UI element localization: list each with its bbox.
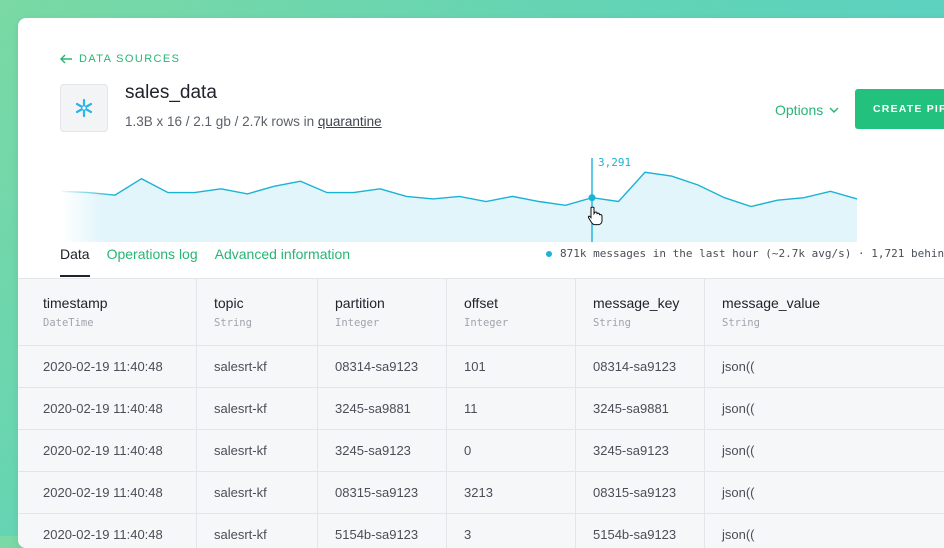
tab-data[interactable]: Data — [60, 246, 90, 277]
tab-operations-log[interactable]: Operations log — [106, 246, 198, 262]
chart-point-highlight[interactable] — [588, 194, 596, 202]
chart-area — [62, 172, 857, 242]
data-source-title: sales_data — [125, 82, 217, 103]
column-name: offset — [464, 295, 498, 311]
table-cell: 2020-02-19 11:40:48 — [18, 430, 197, 471]
table-cell: json(( — [722, 443, 755, 458]
column-type: Integer — [335, 317, 380, 329]
table-cell: salesrt-kf — [197, 430, 318, 471]
table-header-row: timestamp DateTime topic String partition I… — [18, 279, 944, 346]
table-cell: 3245-sa9123 — [318, 430, 447, 471]
table-cell: json(( — [722, 485, 755, 500]
table-cell: 5154b-sa9123 — [576, 514, 705, 548]
stats-text: 1.3B x 16 / 2.1 gb / 2.7k rows in — [125, 114, 318, 129]
table-cell: 08315-sa9123 — [576, 472, 705, 513]
table-cell: 3245-sa9123 — [576, 430, 705, 471]
column-header[interactable]: offset Integer — [447, 279, 576, 345]
live-status-icon — [546, 250, 552, 257]
back-label: DATA SOURCES — [79, 53, 181, 65]
table-cell: 3213 — [447, 472, 576, 513]
column-type: String — [722, 317, 760, 329]
table-row[interactable]: 2020-02-19 11:40:48 salesrt-kf 3245-sa9881… — [18, 388, 944, 430]
options-label: Options — [775, 102, 824, 118]
table-cell: 5154b-sa9123 — [318, 514, 447, 548]
column-header[interactable]: topic String — [197, 279, 318, 345]
table-cell: 2020-02-19 11:40:48 — [18, 472, 197, 513]
snowflake-icon — [75, 98, 93, 118]
table-cell: 2020-02-19 11:40:48 — [18, 514, 197, 548]
column-type: String — [593, 317, 631, 329]
create-pipe-button[interactable]: CREATE PIPE — [855, 89, 944, 129]
table-cell: salesrt-kf — [197, 514, 318, 548]
table-row[interactable]: 2020-02-19 11:40:48 salesrt-kf 08315-sa912… — [18, 472, 944, 514]
chart-series-line — [62, 171, 858, 208]
hand-cursor-icon — [587, 206, 603, 226]
tab-advanced-information[interactable]: Advanced information — [214, 246, 351, 262]
column-type: Integer — [464, 317, 509, 329]
table-cell: json(( — [722, 401, 755, 416]
table-cell: 3 — [447, 514, 576, 548]
table-cell: 0 — [447, 430, 576, 471]
column-name: message_value — [722, 295, 821, 311]
table-cell: 08314-sa9123 — [576, 346, 705, 387]
chevron-down-icon — [829, 107, 839, 113]
table-cell: salesrt-kf — [197, 472, 318, 513]
arrow-left-icon — [60, 54, 72, 64]
column-name: partition — [335, 295, 385, 311]
table-cell: 11 — [447, 388, 576, 429]
column-type: DateTime — [43, 317, 94, 329]
column-header[interactable]: message_key String — [576, 279, 705, 345]
table-cell: salesrt-kf — [197, 388, 318, 429]
table-cell: 2020-02-19 11:40:48 — [18, 388, 197, 429]
table-cell: 101 — [447, 346, 576, 387]
snowflake-logo — [60, 84, 108, 132]
back-to-data-sources-link[interactable]: DATA SOURCES — [60, 53, 180, 65]
table-row[interactable]: 2020-02-19 11:40:48 salesrt-kf 5154b-sa912… — [18, 514, 944, 548]
table-body: 2020-02-19 11:40:48 salesrt-kf 08314-sa912… — [18, 346, 944, 548]
table-cell: 08314-sa9123 — [318, 346, 447, 387]
column-header[interactable]: timestamp DateTime — [18, 279, 197, 345]
table-row[interactable]: 2020-02-19 11:40:48 salesrt-kf 3245-sa9123… — [18, 430, 944, 472]
table-row[interactable]: 2020-02-19 11:40:48 salesrt-kf 08314-sa912… — [18, 346, 944, 388]
column-type: String — [214, 317, 252, 329]
ingestion-status: 871k messages in the last hour (~2.7k av… — [546, 247, 944, 260]
quarantine-link[interactable]: quarantine — [317, 114, 382, 129]
column-header[interactable]: partition Integer — [318, 279, 447, 345]
tab-bar: Data Operations log Advanced information — [60, 246, 367, 277]
table-cell: 3245-sa9881 — [318, 388, 447, 429]
table-cell: json(( — [722, 527, 755, 542]
options-dropdown[interactable]: Options — [775, 102, 839, 118]
table-cell: 3245-sa9881 — [576, 388, 705, 429]
status-text: 871k messages in the last hour (~2.7k av… — [560, 247, 944, 260]
data-table: timestamp DateTime topic String partition I… — [18, 278, 944, 548]
table-cell: 08315-sa9123 — [318, 472, 447, 513]
column-name: timestamp — [43, 295, 108, 311]
column-name: message_key — [593, 295, 680, 311]
ingestion-chart[interactable]: 3,291 — [62, 156, 944, 244]
column-header[interactable]: message_value String — [705, 279, 944, 345]
table-cell: salesrt-kf — [197, 346, 318, 387]
data-source-card: DATA SOURCES sales_data 1.3B x 16 / 2.1 … — [18, 18, 944, 548]
data-source-stats: 1.3B x 16 / 2.1 gb / 2.7k rows in quaran… — [125, 114, 382, 129]
table-cell: json(( — [722, 359, 755, 374]
table-cell: 2020-02-19 11:40:48 — [18, 346, 197, 387]
chart-tooltip-value: 3,291 — [598, 156, 631, 169]
column-name: topic — [214, 295, 244, 311]
